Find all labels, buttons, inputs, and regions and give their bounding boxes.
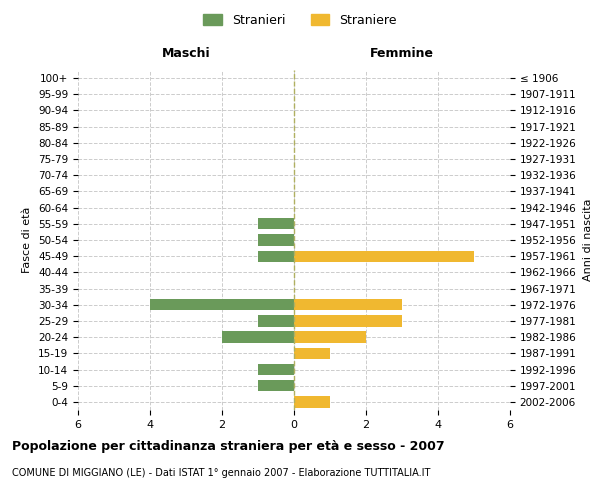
Bar: [258, 218, 294, 230]
Bar: [294, 316, 402, 326]
Legend: Stranieri, Straniere: Stranieri, Straniere: [198, 8, 402, 32]
Bar: [258, 364, 294, 375]
Y-axis label: Fasce di età: Fasce di età: [22, 207, 32, 273]
Bar: [294, 299, 402, 310]
Bar: [294, 348, 330, 359]
Bar: [294, 332, 366, 343]
Bar: [258, 234, 294, 246]
Bar: [150, 299, 294, 310]
Bar: [294, 250, 474, 262]
Bar: [258, 380, 294, 392]
Text: Femmine: Femmine: [370, 48, 434, 60]
Text: Maschi: Maschi: [161, 48, 211, 60]
Bar: [258, 316, 294, 326]
Bar: [222, 332, 294, 343]
Text: Popolazione per cittadinanza straniera per età e sesso - 2007: Popolazione per cittadinanza straniera p…: [12, 440, 445, 453]
Bar: [294, 396, 330, 407]
Bar: [258, 250, 294, 262]
Y-axis label: Anni di nascita: Anni di nascita: [583, 198, 593, 281]
Text: COMUNE DI MIGGIANO (LE) - Dati ISTAT 1° gennaio 2007 - Elaborazione TUTTITALIA.I: COMUNE DI MIGGIANO (LE) - Dati ISTAT 1° …: [12, 468, 430, 477]
